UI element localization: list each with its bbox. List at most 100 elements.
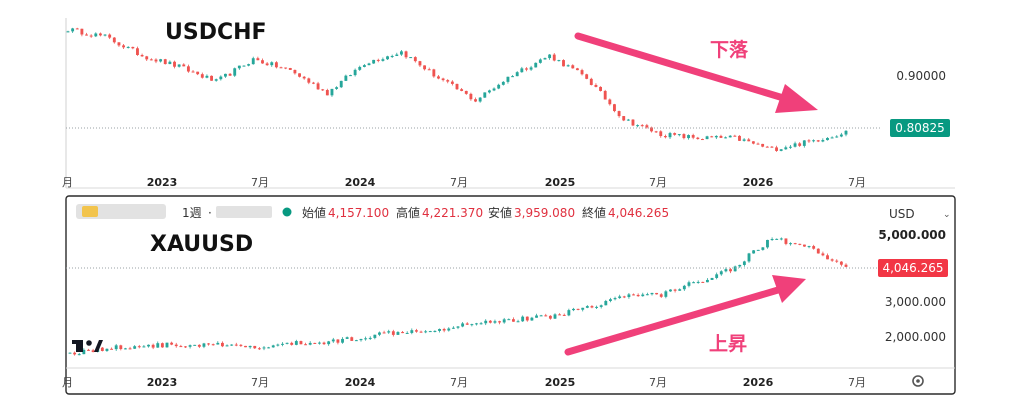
- candle-body: [451, 327, 455, 329]
- candle-body: [659, 131, 663, 137]
- candle-body: [506, 76, 510, 82]
- candle-body: [418, 61, 422, 66]
- candle-body: [330, 88, 334, 96]
- candle-body: [285, 342, 289, 344]
- candle-body: [197, 344, 201, 347]
- candle-body: [626, 119, 630, 121]
- candle-body: [826, 137, 829, 141]
- candle-body: [165, 342, 169, 348]
- candle-body: [265, 63, 269, 66]
- candle-body: [335, 87, 339, 89]
- xauusd-panel: [65, 195, 956, 395]
- candle-body: [663, 136, 667, 138]
- candle-body: [262, 347, 266, 349]
- candle-body: [251, 58, 255, 65]
- candle-body: [145, 56, 149, 60]
- candle-body: [220, 342, 224, 347]
- candle-body: [608, 99, 612, 105]
- candle-body: [483, 92, 487, 98]
- candle-body: [414, 330, 418, 332]
- candle-body: [378, 332, 381, 335]
- candle-body: [677, 134, 681, 136]
- candle-body: [288, 67, 292, 70]
- candle-body: [364, 338, 368, 340]
- candle-body: [728, 135, 732, 138]
- candle-body: [316, 83, 320, 90]
- interval-label: 1週: [182, 206, 202, 220]
- candle-body: [341, 338, 344, 343]
- candle-body: [501, 81, 505, 85]
- candle-body: [779, 149, 783, 151]
- candle-body: [816, 140, 820, 142]
- market-status-icon: [282, 207, 292, 217]
- candle-body: [391, 331, 395, 335]
- candle-body: [553, 314, 557, 319]
- candle-body: [784, 147, 788, 150]
- exchange-blur: [216, 206, 272, 218]
- candle-body: [562, 60, 565, 67]
- candle-body: [724, 269, 728, 272]
- x-tick: 7月: [450, 176, 468, 189]
- candle-body: [381, 59, 385, 61]
- candle-body: [484, 320, 488, 324]
- candle-body: [73, 352, 77, 355]
- candle-body: [413, 57, 417, 62]
- candle-body: [362, 65, 366, 67]
- candle-body: [613, 104, 616, 112]
- candle-body: [399, 51, 403, 55]
- usdchf-price-badge: [890, 119, 950, 137]
- candle-body: [636, 125, 640, 127]
- candle-body: [149, 59, 153, 61]
- candle-body: [701, 281, 705, 283]
- x-tick: 7月: [848, 176, 866, 189]
- chevron-down-icon[interactable]: ⌄: [943, 210, 951, 220]
- candle-body: [538, 59, 542, 63]
- candle-body: [599, 86, 602, 91]
- x-tick: 2023: [147, 376, 178, 389]
- candle-body: [793, 143, 797, 147]
- candle-body: [256, 58, 260, 61]
- candle-body: [151, 344, 155, 348]
- candle-body: [488, 320, 492, 323]
- candle-body: [279, 67, 283, 69]
- candle-body: [724, 137, 728, 139]
- candle-body: [710, 277, 714, 280]
- candle-body: [636, 294, 640, 297]
- up-arrow-icon: [564, 275, 806, 356]
- candle-body: [196, 71, 200, 75]
- candle-body: [807, 246, 811, 248]
- candle-body: [230, 344, 234, 346]
- candle-body: [696, 137, 700, 140]
- candle-body: [455, 83, 459, 90]
- candle-body: [261, 60, 264, 64]
- candle-body: [590, 306, 594, 308]
- candle-body: [401, 332, 405, 334]
- candle-body: [539, 315, 543, 317]
- candle-body: [742, 261, 746, 265]
- usdchf-price-badge-label: 0.80825: [895, 121, 945, 135]
- candle-body: [336, 339, 340, 343]
- candle-body: [673, 289, 677, 291]
- settings-gear-icon[interactable]: [912, 375, 924, 387]
- candle-body: [327, 341, 331, 345]
- candle-body: [331, 339, 335, 342]
- candle-body: [691, 135, 695, 138]
- candle-body: [581, 307, 585, 310]
- candle-body: [562, 314, 566, 316]
- candle-body: [427, 69, 431, 71]
- candle-body: [358, 66, 362, 70]
- candle-body: [516, 321, 520, 323]
- candle-body: [659, 294, 663, 297]
- candle-body: [668, 133, 672, 138]
- candle-body: [200, 74, 204, 78]
- candle-body: [94, 33, 98, 37]
- candle-body: [594, 84, 598, 87]
- candle-body: [715, 274, 719, 278]
- candle-body: [419, 331, 423, 333]
- currency-selector[interactable]: USD: [889, 207, 915, 221]
- candle-body: [298, 73, 301, 77]
- candle-body: [784, 238, 788, 244]
- candle-body: [177, 64, 181, 67]
- candle-body: [673, 133, 677, 135]
- candle-body: [128, 348, 132, 350]
